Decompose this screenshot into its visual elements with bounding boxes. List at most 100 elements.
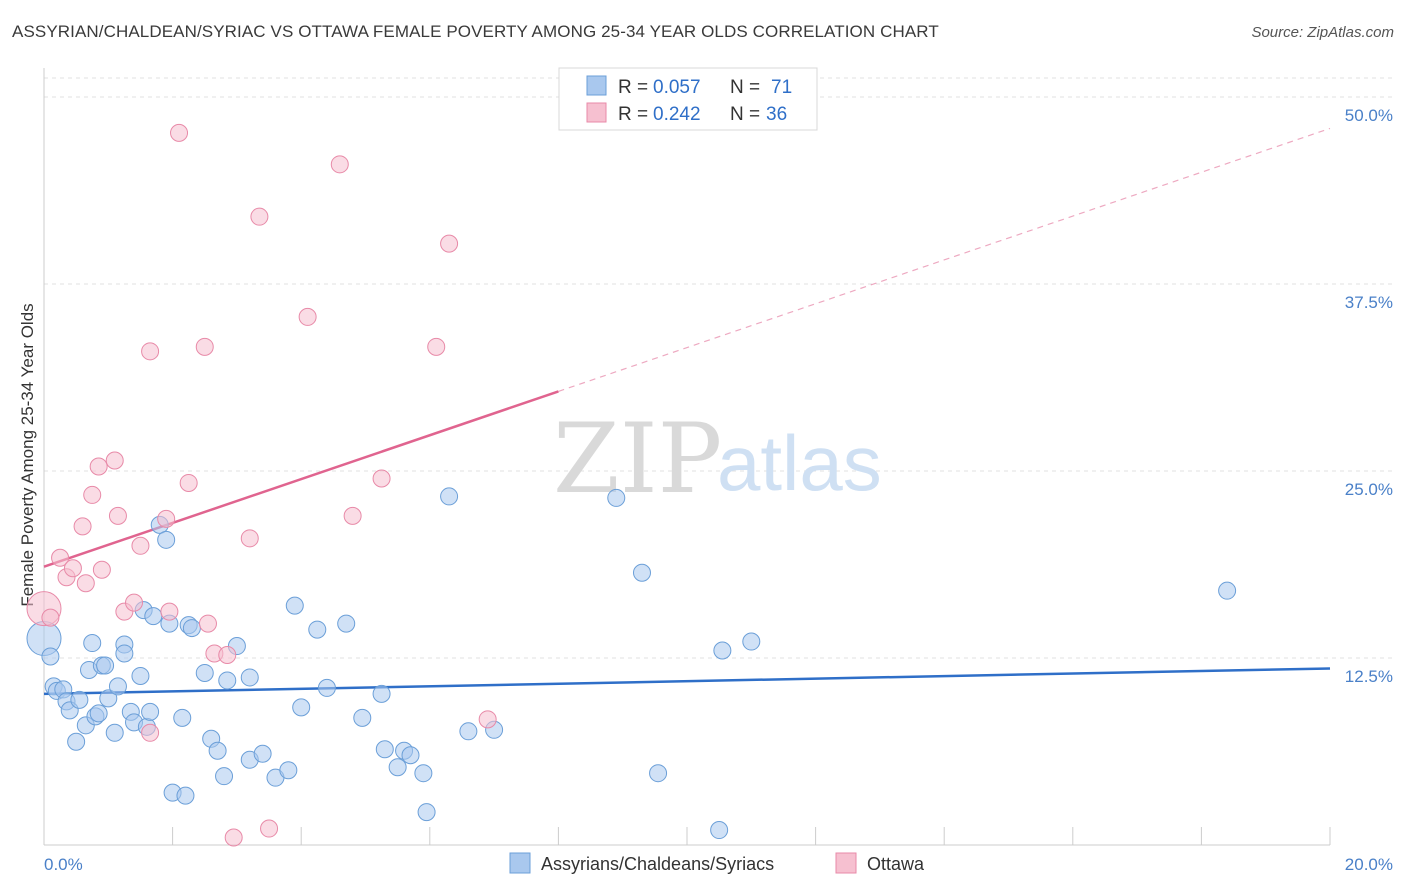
point-s0-59 <box>417 803 436 822</box>
x-tick-min: 0.0% <box>44 855 83 874</box>
point-s0-43 <box>240 668 259 687</box>
point-s0-53 <box>372 684 391 703</box>
point-s0-55 <box>388 758 407 777</box>
point-s1-13 <box>125 593 144 612</box>
point-s1-10 <box>105 451 124 470</box>
point-s0-66 <box>710 821 729 840</box>
y-tick-label-2: 37.5% <box>1345 293 1393 312</box>
point-s0-54 <box>375 740 394 759</box>
bottom-legend-swatch-0 <box>509 852 531 874</box>
point-s0-51 <box>337 614 356 633</box>
point-s0-47 <box>285 596 304 615</box>
point-s1-24 <box>218 646 237 665</box>
watermark: ZIP atlas <box>553 403 882 515</box>
legend-swatch-0 <box>586 75 607 96</box>
point-s0-46 <box>279 761 298 780</box>
point-s0-17 <box>105 723 124 742</box>
bottom-legend: Assyrians/Chaldeans/Syriacs Ottawa <box>509 852 925 874</box>
legend-n-label-1: N = <box>730 104 760 125</box>
point-s0-61 <box>459 722 478 741</box>
point-s0-63 <box>607 488 626 507</box>
data-points <box>26 123 1237 847</box>
point-s0-20 <box>115 644 134 663</box>
point-s1-18 <box>160 602 179 621</box>
point-s0-39 <box>215 767 234 786</box>
point-s1-17 <box>157 509 176 528</box>
y-tick-label-0: 12.5% <box>1345 667 1393 686</box>
point-s0-13 <box>89 704 108 723</box>
point-s1-4 <box>63 559 82 578</box>
legend-n-value-0: 71 <box>771 77 792 98</box>
point-s1-2 <box>51 548 70 567</box>
point-s1-28 <box>260 819 279 838</box>
point-s1-35 <box>478 710 497 729</box>
legend-r-label-1: R = <box>618 104 648 125</box>
x-tick-labels: 0.0% 20.0% <box>44 855 1393 874</box>
legend-box: R = 0.057 N = 71 R = 0.242 N = 36 <box>558 67 818 131</box>
grid-lines <box>44 77 1395 659</box>
point-s1-25 <box>224 828 243 847</box>
point-s1-16 <box>141 342 160 361</box>
point-s0-35 <box>182 619 201 638</box>
axes <box>43 68 1331 846</box>
bottom-legend-label-0: Assyrians/Chaldeans/Syriacs <box>541 854 774 874</box>
point-s0-40 <box>218 671 237 690</box>
point-s1-15 <box>141 723 160 742</box>
point-s0-29 <box>157 530 176 549</box>
point-s1-19 <box>170 123 189 142</box>
point-s0-67 <box>713 641 732 660</box>
point-s1-34 <box>440 234 459 253</box>
point-s1-30 <box>330 155 349 174</box>
point-s0-65 <box>649 764 668 783</box>
point-s0-11 <box>83 634 102 653</box>
point-s0-52 <box>353 708 372 727</box>
point-s0-44 <box>253 744 272 763</box>
point-s1-5 <box>73 517 92 536</box>
point-s0-7 <box>67 732 86 751</box>
point-s1-9 <box>92 560 111 579</box>
point-s0-48 <box>292 698 311 717</box>
point-s0-68 <box>742 632 761 651</box>
point-s1-14 <box>131 536 150 555</box>
point-s1-7 <box>83 485 102 504</box>
point-s0-23 <box>131 666 150 685</box>
legend-r-value-1: 0.242 <box>653 104 701 125</box>
y-tick-labels: 12.5% 25.0% 37.5% 50.0% <box>1345 106 1393 686</box>
bottom-legend-label-1: Ottawa <box>867 854 925 874</box>
point-s1-33 <box>427 337 446 356</box>
point-s1-6 <box>76 574 95 593</box>
point-s1-31 <box>343 506 362 525</box>
trend-lines <box>43 127 1331 696</box>
point-s0-15 <box>96 656 115 675</box>
point-s0-49 <box>308 620 327 639</box>
point-s0-16 <box>99 689 118 708</box>
point-s1-20 <box>179 473 198 492</box>
point-s1-1 <box>41 608 60 627</box>
point-s1-21 <box>195 337 214 356</box>
point-s0-50 <box>317 678 336 697</box>
point-s0-8 <box>70 690 89 709</box>
point-s0-32 <box>173 708 192 727</box>
point-s0-69 <box>1218 581 1237 600</box>
y-tick-label-1: 25.0% <box>1345 480 1393 499</box>
legend-n-value-1: 36 <box>766 104 787 125</box>
bottom-legend-swatch-1 <box>835 852 857 874</box>
legend-r-label-0: R = <box>618 77 648 98</box>
trend-line-dashed-1 <box>558 127 1331 392</box>
point-s1-32 <box>372 469 391 488</box>
point-s0-38 <box>208 741 227 760</box>
watermark-zip: ZIP <box>553 403 722 515</box>
point-s1-26 <box>240 529 259 548</box>
point-s0-36 <box>195 663 214 682</box>
watermark-atlas: atlas <box>717 419 882 507</box>
legend-r-value-0: 0.057 <box>653 77 701 98</box>
y-tick-label-3: 50.0% <box>1345 106 1393 125</box>
trend-line-solid-1 <box>43 390 559 568</box>
chart-title: ASSYRIAN/CHALDEAN/SYRIAC VS OTTAWA FEMAL… <box>12 22 939 41</box>
point-s1-29 <box>298 307 317 326</box>
point-s0-58 <box>414 764 433 783</box>
x-tick-max: 20.0% <box>1345 855 1393 874</box>
point-s0-64 <box>632 563 651 582</box>
point-s0-33 <box>176 786 195 805</box>
